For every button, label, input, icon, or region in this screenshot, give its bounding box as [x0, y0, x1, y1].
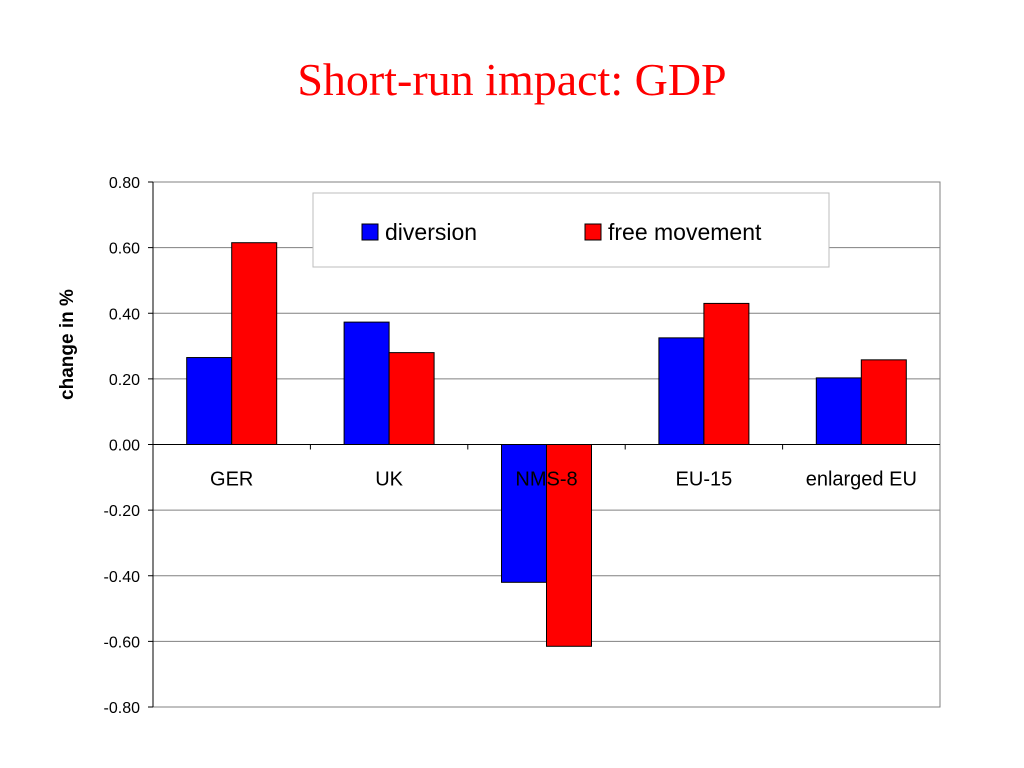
- y-tick-label: 0.80: [109, 175, 140, 192]
- legend-box: [312, 192, 830, 268]
- y-tick-label: 0.40: [109, 306, 140, 323]
- y-tick-label: -0.60: [104, 634, 141, 651]
- legend-label: diversion: [385, 219, 477, 245]
- legend: diversion free movement: [312, 192, 830, 268]
- x-category-label: enlarged EU: [806, 469, 917, 491]
- bar-free-movement-UK: [388, 352, 435, 445]
- bar-free-movement-GER: [231, 242, 278, 445]
- y-tick-label: 0.00: [109, 438, 140, 455]
- y-tick-label: -0.80: [104, 700, 141, 717]
- legend-label: free movement: [608, 219, 762, 245]
- slide-title: Short-run impact: GDP: [297, 54, 727, 105]
- x-category-label: NMS-8: [515, 469, 577, 491]
- y-tick-label: 0.20: [109, 372, 140, 389]
- y-tick-labels: 0.80 0.60 0.40 0.20 0.00 -0.20 -0.40 -0.60 -0.80: [104, 175, 153, 717]
- legend-swatch-diversion: [361, 223, 379, 241]
- x-category-labels: GER UK NMS-8 EU-15 enlarged EU: [152, 444, 917, 491]
- legend-swatch-free-movement: [584, 223, 602, 241]
- bar-free-movement-EU-15: [703, 302, 750, 445]
- y-tick-label: 0.60: [109, 241, 140, 258]
- bar-diversion-NMS-8: [501, 444, 547, 583]
- x-category-label: GER: [210, 469, 253, 491]
- bar-diversion-GER: [186, 357, 233, 445]
- bar-free-movement-enlarged-EU: [860, 359, 907, 445]
- x-category-label: UK: [375, 469, 403, 491]
- bar-diversion-enlarged-EU: [815, 377, 862, 445]
- y-axis-label: change in %: [57, 289, 78, 400]
- bar-diversion-UK: [343, 321, 390, 445]
- y-tick-label: -0.20: [104, 503, 141, 520]
- x-category-label: EU-15: [676, 469, 733, 491]
- y-tick-label: -0.40: [104, 569, 141, 586]
- bar-diversion-EU-15: [658, 337, 705, 445]
- bars: [186, 242, 907, 647]
